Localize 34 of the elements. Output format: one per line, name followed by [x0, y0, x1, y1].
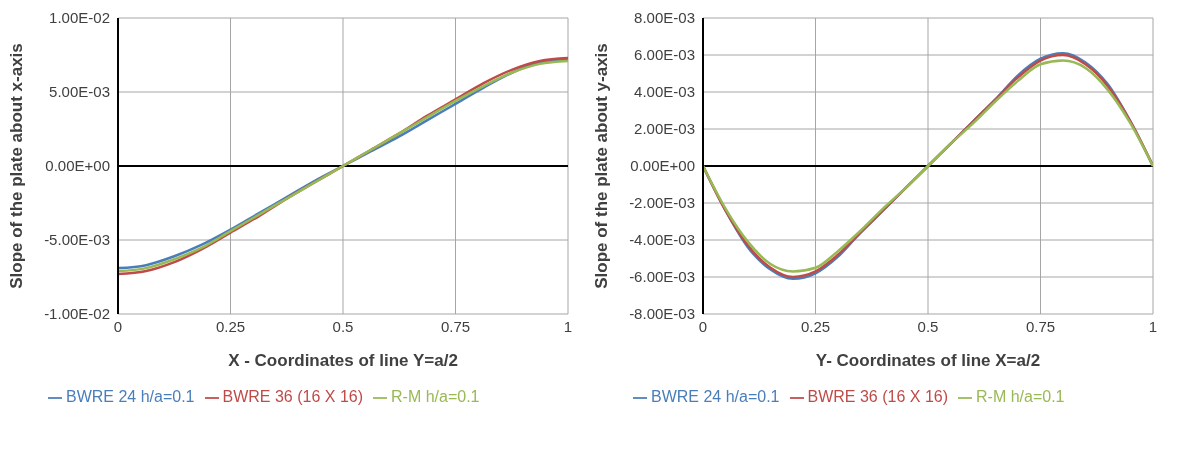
y-tick-label: -1.00E-02	[44, 305, 110, 323]
legend-label: BWRE 36 (16 X 16)	[807, 388, 949, 405]
y-tick-label: -5.00E-03	[44, 231, 110, 249]
x-tick-label: 1	[1148, 318, 1158, 335]
y-tick-label: 0.00E+00	[630, 157, 695, 175]
legend-label: BWRE 24 h/a=0.1	[651, 388, 780, 405]
x-tick-label: 1	[563, 318, 573, 335]
legend-label: BWRE 36 (16 X 16)	[222, 388, 364, 405]
y-tick-label: 4.00E-03	[634, 83, 695, 101]
y-tick-label: -8.00E-03	[629, 305, 695, 323]
y-tick-label: 5.00E-03	[49, 83, 110, 101]
x-tick-label: 0	[698, 318, 708, 335]
x-tick-label: 0.5	[917, 318, 939, 335]
x-axis-title: X - Coordinates of line Y=a/2	[228, 351, 458, 370]
x-tick-label: 0.75	[440, 318, 471, 335]
y-tick-label: -4.00E-03	[629, 231, 695, 249]
y-tick-label: 2.00E-03	[634, 120, 695, 138]
x-tick-label: 0.25	[800, 318, 831, 335]
x-tick-label: 0	[113, 318, 123, 335]
y-tick-label: 6.00E-03	[634, 46, 695, 64]
legend-label: BWRE 24 h/a=0.1	[66, 388, 195, 405]
x-tick-label: 0.75	[1025, 318, 1056, 335]
x-tick-label: 0.25	[215, 318, 246, 335]
y-tick-label: 0.00E+00	[45, 157, 110, 175]
x-tick-label: 0.5	[332, 318, 354, 335]
x-axis-title: Y- Coordinates of line X=a/2	[815, 351, 1041, 370]
legend-label: R-M h/a=0.1	[976, 388, 1065, 405]
legend-label: R-M h/a=0.1	[391, 388, 480, 405]
y-tick-label: 1.00E-02	[49, 9, 110, 27]
y-tick-label: -6.00E-03	[629, 268, 695, 286]
y-tick-label: 8.00E-03	[634, 9, 695, 27]
y-axis-title: Slope of the plate about x-axis	[7, 43, 27, 289]
y-axis-title: Slope of the plate about y-axis	[592, 43, 612, 289]
y-tick-label: -2.00E-03	[629, 194, 695, 212]
